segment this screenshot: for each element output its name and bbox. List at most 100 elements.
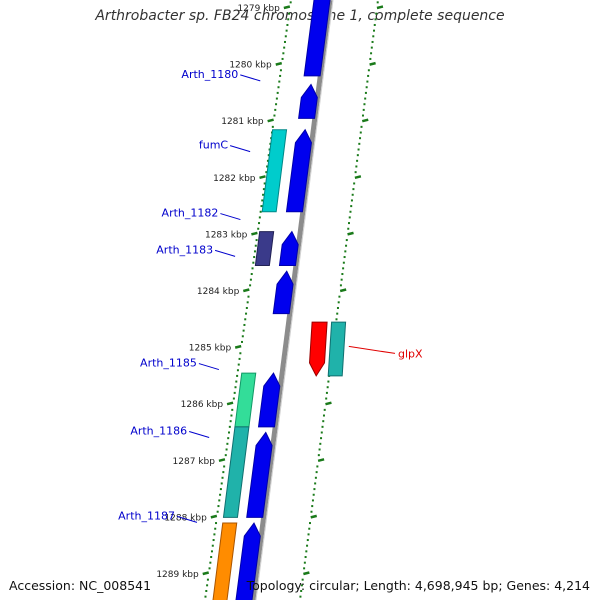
outer-ruler-minor-tick xyxy=(287,18,290,21)
outer-ruler-minor-tick xyxy=(235,380,238,383)
scale-labels: 1279 kbp 1280 kbp 1281 kbp 1282 kbp 1283 kbp… xyxy=(156,4,280,580)
inner-ruler-minor-tick xyxy=(376,1,379,4)
scale-label-1288: 1288 kbp xyxy=(164,513,207,523)
inner-ruler-minor-tick xyxy=(352,188,355,191)
inner-ruler-minor-tick xyxy=(356,154,359,157)
inner-ruler-minor-tick xyxy=(367,74,370,77)
inner-ruler-minor-tick xyxy=(313,488,316,491)
inner-ruler-minor-tick xyxy=(325,397,328,400)
inner-ruler-minor-tick xyxy=(301,578,304,581)
outer-ruler-minor-tick xyxy=(242,329,245,332)
outer-ruler-minor-tick xyxy=(231,408,234,411)
outer-ruler-minor-tick xyxy=(238,357,241,360)
inner-ruler-minor-tick xyxy=(355,165,358,168)
inner-ruler-minor-tick xyxy=(363,103,366,106)
outer-ruler-minor-tick xyxy=(247,295,250,298)
inner-ruler-minor-tick xyxy=(373,29,376,32)
genome-summary-text: Topology: circular; Length: 4,698,945 bp… xyxy=(246,578,590,593)
forward-gene-arrow xyxy=(285,128,312,213)
outer-ruler-minor-tick xyxy=(219,493,222,496)
outer-ruler-major-tick xyxy=(267,118,274,123)
scale-label-1280: 1280 kbp xyxy=(229,61,272,71)
inner-ruler-minor-tick xyxy=(336,306,339,309)
outer-ruler-minor-tick xyxy=(210,550,213,553)
inner-ruler-minor-tick xyxy=(322,414,325,417)
inner-ruler-major-tick xyxy=(303,571,310,576)
outer-ruler-minor-tick xyxy=(209,561,212,564)
outer-ruler-minor-tick xyxy=(239,352,242,355)
inner-ruler-minor-tick xyxy=(326,386,329,389)
inner-ruler-minor-tick xyxy=(320,431,323,434)
outer-ruler-minor-tick xyxy=(288,12,291,15)
inner-ruler-minor-tick xyxy=(362,108,365,111)
outer-ruler-minor-tick xyxy=(279,74,282,77)
outer-ruler-minor-tick xyxy=(230,414,233,417)
inner-ruler-major-tick xyxy=(310,514,318,519)
outer-ruler-minor-tick xyxy=(252,261,255,264)
forward-gene-arrow xyxy=(303,0,331,77)
outer-ruler-minor-tick xyxy=(276,91,279,94)
outer-ruler-minor-tick xyxy=(250,273,253,276)
inner-ruler-minor-tick xyxy=(311,505,314,508)
outer-ruler-minor-tick xyxy=(260,205,263,208)
inner-ruler-minor-tick xyxy=(340,278,343,281)
outer-ruler-minor-tick xyxy=(222,471,225,474)
reverse-gene-arrow xyxy=(309,321,328,377)
inner-ruler-minor-tick xyxy=(370,52,373,55)
outer-ruler-minor-tick xyxy=(262,193,265,196)
outer-ruler-minor-tick xyxy=(266,165,269,168)
gene-label-leader xyxy=(176,515,198,523)
inner-ruler-minor-tick xyxy=(323,408,326,411)
outer-ruler-minor-tick xyxy=(253,250,256,253)
inner-ruler-major-tick xyxy=(376,5,384,10)
inner-ruler-minor-tick xyxy=(310,510,313,513)
inner-ruler-minor-tick xyxy=(371,40,374,43)
inner-ruler-minor-tick xyxy=(322,420,325,423)
inner-ruler-minor-tick xyxy=(311,499,314,502)
inner-ruler-minor-tick xyxy=(357,148,360,151)
outer-ruler-minor-tick xyxy=(249,284,252,287)
outer-ruler-minor-tick xyxy=(283,40,286,43)
scale-label-1287: 1287 kbp xyxy=(173,457,216,467)
inner-ruler-minor-tick xyxy=(372,35,375,38)
outer-ruler-minor-tick xyxy=(236,374,239,377)
accession-text: Accession: NC_008541 xyxy=(9,578,152,593)
forward-gene-arrow xyxy=(235,522,261,600)
outer-ruler-minor-tick xyxy=(205,589,208,592)
inner-ruler-minor-tick xyxy=(365,86,368,89)
outer-ruler-minor-tick xyxy=(220,482,223,485)
outer-ruler-minor-tick xyxy=(241,335,244,338)
forward-gene-arrow xyxy=(257,372,281,428)
inner-ruler-minor-tick xyxy=(304,556,307,559)
inner-ruler-minor-tick xyxy=(354,171,357,174)
outer-ruler-major-tick xyxy=(234,344,242,349)
gene-label-leader xyxy=(229,145,251,153)
inner-ruler-minor-tick xyxy=(338,295,341,298)
inner-ruler-minor-tick xyxy=(358,142,361,145)
scale-label-1282: 1282 kbp xyxy=(213,174,256,184)
outer-ruler-minor-tick xyxy=(210,556,213,559)
inner-ruler-minor-tick xyxy=(307,533,310,536)
feature-block-cyan xyxy=(261,129,288,213)
outer-ruler-minor-tick xyxy=(275,103,278,106)
inner-ruler-minor-tick xyxy=(325,391,328,394)
outer-ruler-minor-tick xyxy=(229,420,232,423)
reverse-feature-block-teal xyxy=(327,321,347,377)
inner-ruler-minor-tick xyxy=(308,527,311,530)
forward-gene-arrow xyxy=(298,83,318,119)
inner-ruler-minor-tick xyxy=(347,227,350,230)
outer-ruler-minor-tick xyxy=(214,527,217,530)
inner-ruler-minor-tick xyxy=(314,482,317,485)
outer-ruler-minor-tick xyxy=(255,239,258,242)
backbone-highlight xyxy=(255,0,334,600)
inner-ruler-minor-tick xyxy=(337,301,340,304)
outer-ruler-minor-tick xyxy=(244,318,247,321)
inner-ruler-minor-tick xyxy=(349,210,352,213)
inner-ruler-minor-tick xyxy=(350,205,353,208)
outer-ruler-minor-tick xyxy=(258,222,261,225)
scale-label-1283: 1283 kbp xyxy=(205,230,248,240)
outer-ruler-major-tick xyxy=(283,5,291,10)
inner-ruler-minor-tick xyxy=(342,261,345,264)
outer-ruler-minor-tick xyxy=(240,340,243,343)
